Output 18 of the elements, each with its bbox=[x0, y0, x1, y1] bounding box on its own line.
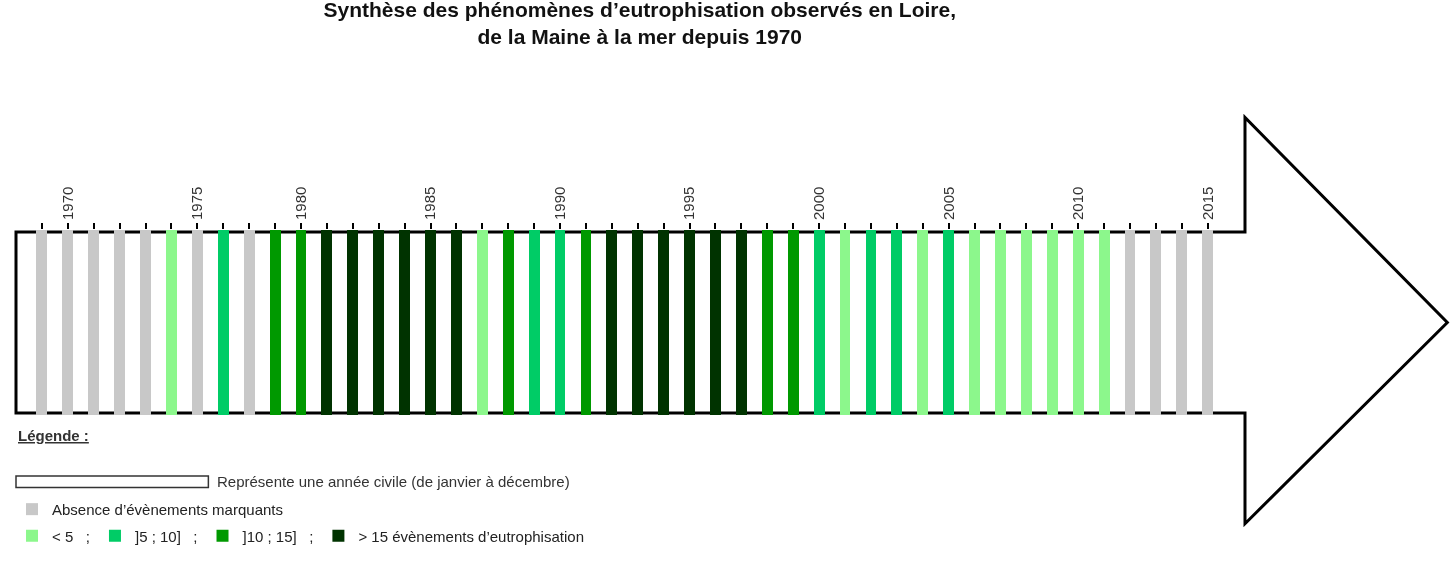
legend-label: ]10 ; 15] ; bbox=[242, 527, 314, 545]
x-tick-label: 1980 bbox=[291, 186, 309, 220]
legend-label: ]5 ; 10] ; bbox=[134, 527, 198, 545]
chart-title: Synthèse des phénomènes d’eutrophisation observés en Loire, de la Maine à la mer depuis 1970 bbox=[323, 0, 957, 49]
x-tick-label: 1985 bbox=[421, 186, 439, 220]
x-tick-label: 1970 bbox=[58, 186, 76, 220]
x-tick-label: 1990 bbox=[550, 186, 568, 220]
legend-label: Absence d’évènements marquants bbox=[52, 501, 283, 519]
x-tick-label: 1975 bbox=[188, 186, 206, 220]
legend-label: > 15 évènements d’eutrophisation bbox=[358, 527, 584, 545]
text: Représente une année civile (de janvier à décembre) bbox=[217, 473, 570, 490]
x-tick-label: 2005 bbox=[939, 186, 957, 220]
x-tick-label: 2010 bbox=[1069, 186, 1087, 220]
x-tick-label: 1995 bbox=[680, 186, 698, 220]
legend-label: < 5 ; bbox=[52, 527, 90, 545]
x-tick-label: 2015 bbox=[1198, 186, 1216, 220]
legend-title: Légende : bbox=[18, 427, 89, 444]
x-tick-label: 2000 bbox=[809, 186, 827, 220]
